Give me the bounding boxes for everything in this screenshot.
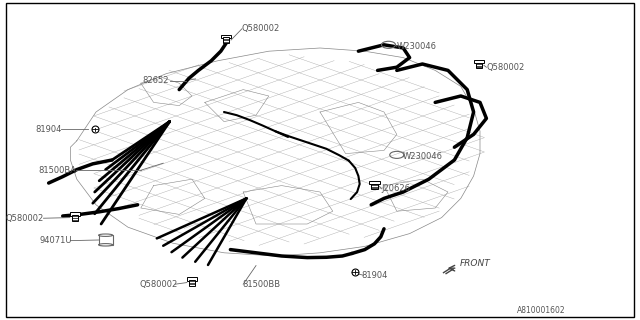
Text: 81500BB: 81500BB: [242, 280, 280, 289]
Text: 94071U: 94071U: [40, 236, 72, 245]
Ellipse shape: [99, 234, 113, 236]
Bar: [221, 35, 231, 38]
Text: Q580002: Q580002: [5, 214, 44, 223]
Text: W230046: W230046: [397, 42, 437, 51]
Text: A810001602: A810001602: [517, 306, 566, 315]
Text: Q580002: Q580002: [486, 63, 525, 72]
Text: W230046: W230046: [403, 152, 443, 161]
Bar: [99, 235, 113, 245]
Bar: [369, 181, 380, 184]
Bar: [474, 60, 484, 63]
Text: 81904: 81904: [35, 125, 61, 134]
Bar: [70, 212, 80, 216]
Bar: [371, 184, 378, 189]
Text: FRONT: FRONT: [460, 260, 490, 268]
Bar: [187, 277, 197, 281]
Ellipse shape: [99, 244, 113, 246]
Text: Q580002: Q580002: [242, 24, 280, 33]
Bar: [189, 280, 195, 286]
Text: 82652: 82652: [142, 76, 168, 85]
Text: J20626: J20626: [381, 184, 410, 193]
Text: 81904: 81904: [362, 271, 388, 280]
Bar: [476, 63, 482, 68]
Text: Q580002: Q580002: [140, 280, 178, 289]
Text: 81500BA: 81500BA: [38, 166, 76, 175]
Bar: [223, 37, 229, 43]
Bar: [72, 215, 78, 221]
